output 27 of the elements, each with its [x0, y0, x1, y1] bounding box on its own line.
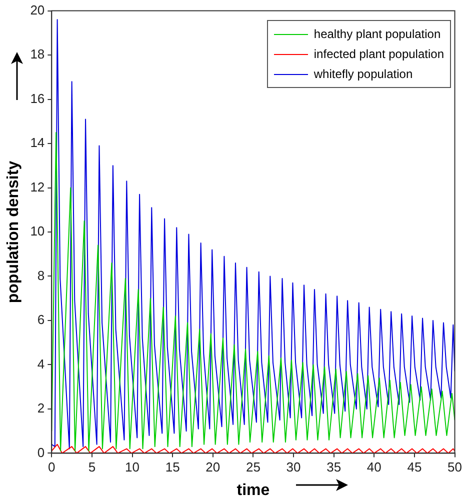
y-tick-label: 10	[30, 224, 45, 239]
x-tick-label: 5	[88, 460, 96, 475]
x-tick-label: 45	[407, 460, 422, 475]
legend-label: whitefly population	[314, 66, 413, 83]
x-tick-label: 50	[448, 460, 462, 475]
legend-label: infected plant population	[314, 46, 444, 63]
y-tick-label: 6	[37, 312, 45, 328]
x-tick-label: 25	[246, 460, 260, 475]
y-tick-label: 4	[37, 356, 45, 372]
x-tick-label: 20	[206, 460, 220, 475]
legend-label: healthy plant population	[314, 26, 441, 43]
x-tick-label: 35	[326, 460, 342, 475]
y-tick-label: 2	[37, 400, 45, 416]
x-tick-label: 30	[286, 460, 301, 475]
y-tick-label: 18	[30, 46, 45, 62]
x-tick-label: 0	[48, 460, 56, 475]
y-tick-label: 14	[30, 135, 45, 150]
x-tick-label: 10	[125, 460, 140, 475]
y-tick-label: 8	[37, 268, 45, 283]
x-axis-title: time	[236, 482, 270, 499]
y-axis-title: population density	[5, 160, 22, 304]
y-tick-label: 20	[30, 2, 45, 18]
x-tick-label: 40	[366, 460, 382, 475]
y-tick-label: 0	[37, 444, 45, 460]
y-tick-label: 12	[30, 179, 45, 194]
y-tick-label: 16	[30, 90, 45, 106]
x-tick-label: 15	[165, 460, 180, 475]
